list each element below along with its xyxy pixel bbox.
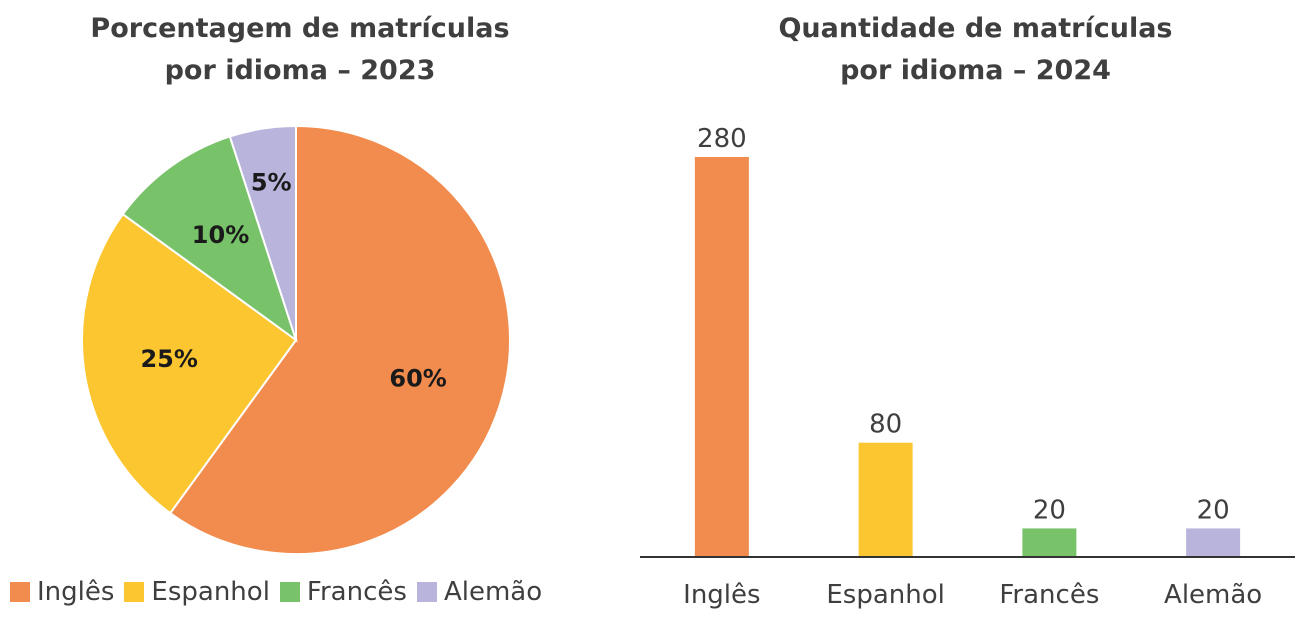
legend-item-ingles: Inglês xyxy=(10,577,114,607)
legend-swatch xyxy=(10,582,30,602)
bar-value-label-ingles: 280 xyxy=(697,124,747,154)
pie-slice-alemao xyxy=(228,124,297,341)
bar-value-label-frances: 20 xyxy=(1033,495,1066,525)
pie-slice-frances xyxy=(121,135,298,343)
legend-label: Espanhol xyxy=(151,577,270,607)
pie-title-line2: por idioma – 2023 xyxy=(164,55,436,86)
bar-alemao xyxy=(1186,528,1241,557)
pie-label-alemao: 5% xyxy=(251,169,292,197)
legend-swatch xyxy=(416,582,437,602)
pie-label-ingles: 60% xyxy=(389,365,446,393)
bar-title-line2: por idioma – 2024 xyxy=(840,55,1111,86)
legend-swatch xyxy=(124,582,145,602)
legend-label: Inglês xyxy=(37,577,115,607)
legend-swatch xyxy=(279,582,300,602)
pie-chart: 60% 25% 10%5% xyxy=(81,124,511,555)
bar-chart-title: Quantidade de matrículas por idioma – 20… xyxy=(640,8,1311,92)
pie-label-espanhol: 25% xyxy=(140,345,197,373)
bar-espanhol xyxy=(858,442,913,557)
pie-label-frances: 10% xyxy=(192,221,249,249)
pie-slice-ingles xyxy=(168,124,511,555)
pie-chart-panel: Porcentagem de matrículas por idioma – 2… xyxy=(0,0,600,621)
legend-label: Alemão xyxy=(443,577,543,607)
bar-chart: 280 Inglês 80 Espanhol 20 Francês 20 Alemão xyxy=(640,124,1295,610)
pie-title-line1: Porcentagem de matrículas xyxy=(90,13,510,44)
bar-title-line1: Quantidade de matrículas xyxy=(778,13,1173,44)
bar-category-label-ingles: Inglês xyxy=(683,580,760,610)
legend-item-alemao: Alemão xyxy=(416,577,543,607)
bar-chart-panel: Quantidade de matrículas por idioma – 20… xyxy=(640,0,1311,621)
bar-value-label-espanhol: 80 xyxy=(869,410,902,440)
bar-value-label-alemao: 20 xyxy=(1197,495,1230,525)
legend-label: Francês xyxy=(306,577,407,607)
bar-ingles xyxy=(694,157,749,557)
pie-slice-espanhol xyxy=(81,212,298,515)
bar-category-label-espanhol: Espanhol xyxy=(826,580,945,610)
bar-category-label-alemao: Alemão xyxy=(1164,580,1262,610)
bar-category-label-frances: Francês xyxy=(999,580,1099,610)
pie-legend: Inglês Espanhol Francês Alemão xyxy=(10,572,542,612)
legend-item-frances: Francês xyxy=(279,577,407,607)
legend-item-espanhol: Espanhol xyxy=(124,577,270,607)
bar-frances xyxy=(1022,528,1077,557)
pie-chart-title: Porcentagem de matrículas por idioma – 2… xyxy=(0,8,600,92)
